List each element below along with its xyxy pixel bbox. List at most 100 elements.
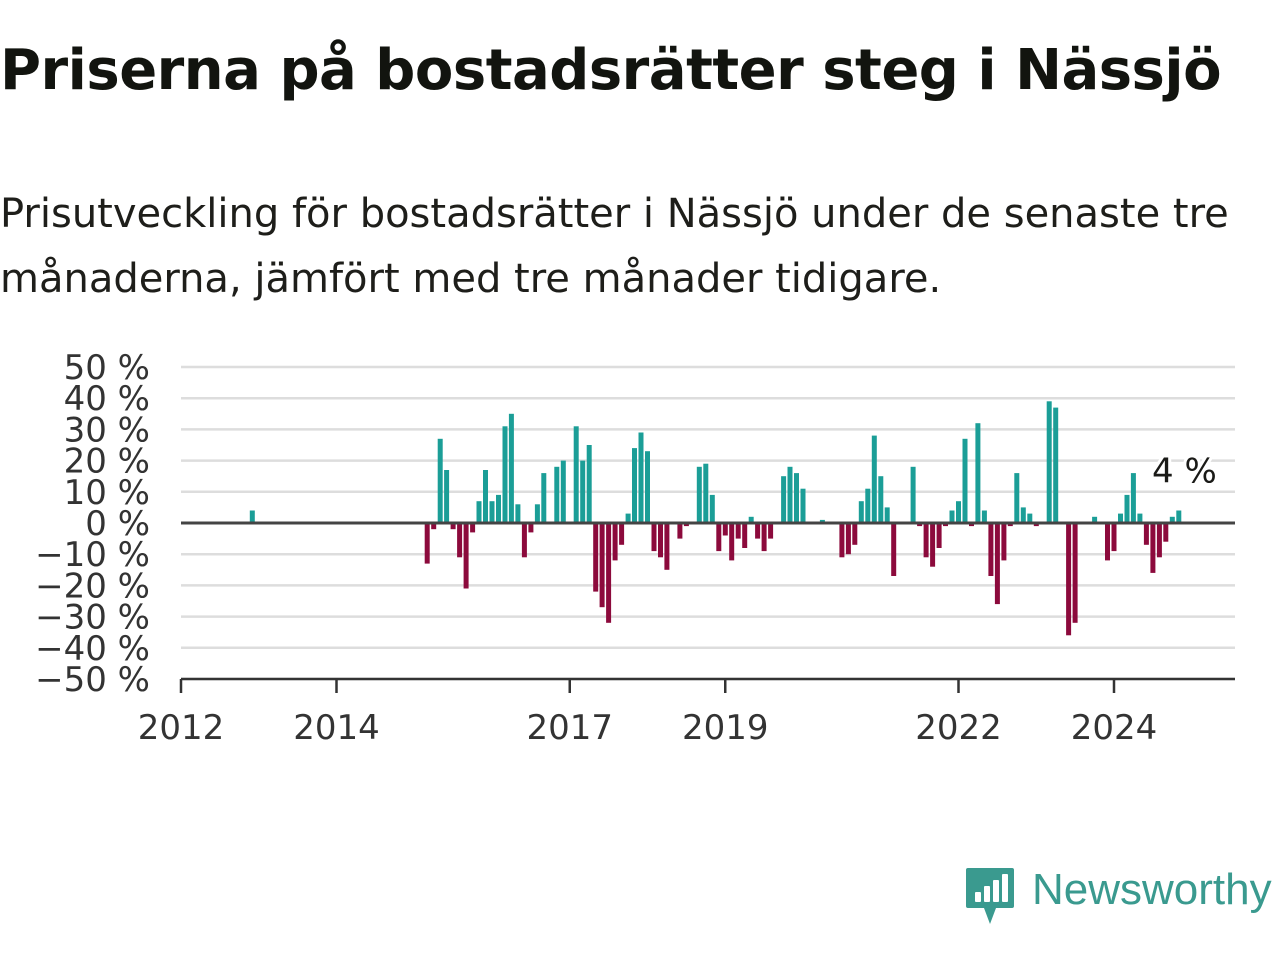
bar — [917, 523, 923, 527]
bar — [1046, 401, 1052, 523]
bar — [444, 470, 450, 523]
newsworthy-logo-icon — [966, 868, 1014, 924]
bar — [800, 488, 806, 523]
bar — [1176, 510, 1182, 523]
bar — [508, 413, 514, 523]
bar — [969, 523, 974, 527]
bar — [858, 501, 864, 523]
y-tick-label: 20 % — [64, 442, 150, 482]
bar — [878, 476, 884, 523]
bar — [819, 519, 825, 523]
bar — [683, 523, 689, 527]
bar — [1066, 523, 1072, 636]
bar — [949, 510, 955, 523]
bar — [742, 523, 748, 548]
x-tick-label: 2022 — [915, 708, 1002, 748]
bar — [1130, 473, 1136, 523]
bar — [541, 473, 547, 523]
bar — [1163, 523, 1169, 542]
bar — [424, 523, 430, 564]
bar — [1020, 507, 1026, 523]
y-tick-label: 0 % — [85, 504, 150, 544]
bar — [249, 510, 255, 523]
bar — [787, 466, 793, 523]
bar — [956, 501, 961, 523]
bar — [586, 445, 592, 523]
bar — [962, 438, 968, 523]
bar — [845, 523, 851, 555]
bar — [1105, 523, 1110, 561]
bar — [502, 426, 508, 523]
bar — [599, 523, 605, 608]
bar — [1111, 523, 1117, 552]
bar — [431, 523, 437, 530]
bar — [703, 463, 709, 523]
bar — [1001, 523, 1007, 561]
bar — [761, 523, 767, 552]
bar — [450, 523, 456, 530]
bar — [645, 451, 650, 523]
bar — [463, 523, 469, 589]
y-axis-ticks: 50 %40 %30 %20 %10 %0 %−10 %−20 %−30 %−4… — [35, 348, 150, 700]
bar — [515, 504, 521, 523]
bar — [554, 466, 560, 523]
bar — [1169, 516, 1175, 523]
bar — [748, 516, 754, 523]
bar — [534, 504, 540, 523]
bar — [852, 523, 858, 545]
bar — [664, 523, 670, 570]
bar — [981, 510, 987, 523]
bar — [891, 523, 897, 576]
bar — [580, 460, 586, 523]
bar — [1118, 513, 1123, 523]
bar — [496, 494, 501, 523]
bar — [476, 501, 482, 523]
bar — [1053, 407, 1059, 523]
bar — [936, 523, 942, 548]
bar — [1033, 523, 1039, 527]
x-tick-label: 2019 — [682, 708, 769, 748]
bar — [625, 513, 631, 523]
y-tick-label: 30 % — [64, 410, 150, 450]
y-tick-label: 40 % — [64, 379, 150, 419]
y-tick-label: −30 % — [35, 598, 150, 638]
bar — [619, 523, 625, 545]
bar — [1137, 513, 1143, 523]
y-tick-label: −40 % — [35, 629, 150, 669]
bar — [457, 523, 463, 558]
bar — [865, 488, 871, 523]
bar — [1027, 513, 1033, 523]
bar — [658, 523, 663, 558]
x-axis: 2012 2014 2017 2019 2022 2024 — [138, 677, 1235, 748]
y-tick-label: −50 % — [35, 660, 150, 700]
bar — [755, 523, 761, 539]
y-tick-label: −20 % — [35, 566, 150, 606]
bar — [930, 523, 936, 567]
bar — [988, 523, 994, 576]
x-tick-label: 2014 — [293, 708, 380, 748]
bar — [1143, 523, 1149, 545]
bar — [1014, 473, 1020, 523]
bar — [781, 476, 787, 523]
x-tick-label: 2024 — [1071, 708, 1158, 748]
bar — [1092, 516, 1098, 523]
y-tick-label: 10 % — [64, 473, 150, 513]
bar — [910, 466, 916, 523]
bar — [923, 523, 929, 558]
bar — [716, 523, 722, 552]
bar — [994, 523, 1000, 605]
bar-chart: 50 %40 %30 %20 %10 %0 %−10 %−20 %−30 %−4… — [35, 348, 1235, 748]
bar — [839, 523, 845, 558]
bar — [1007, 523, 1013, 527]
bar — [709, 494, 715, 523]
bar — [696, 466, 702, 523]
x-tick-label: 2012 — [138, 708, 225, 748]
bar — [612, 523, 618, 561]
bar — [521, 523, 527, 558]
bar — [528, 523, 534, 533]
bar — [884, 507, 890, 523]
bar — [483, 470, 488, 523]
chart-bars — [249, 401, 1182, 636]
newsworthy-logo: Newsworthy — [964, 864, 1278, 928]
bar — [1072, 523, 1078, 623]
